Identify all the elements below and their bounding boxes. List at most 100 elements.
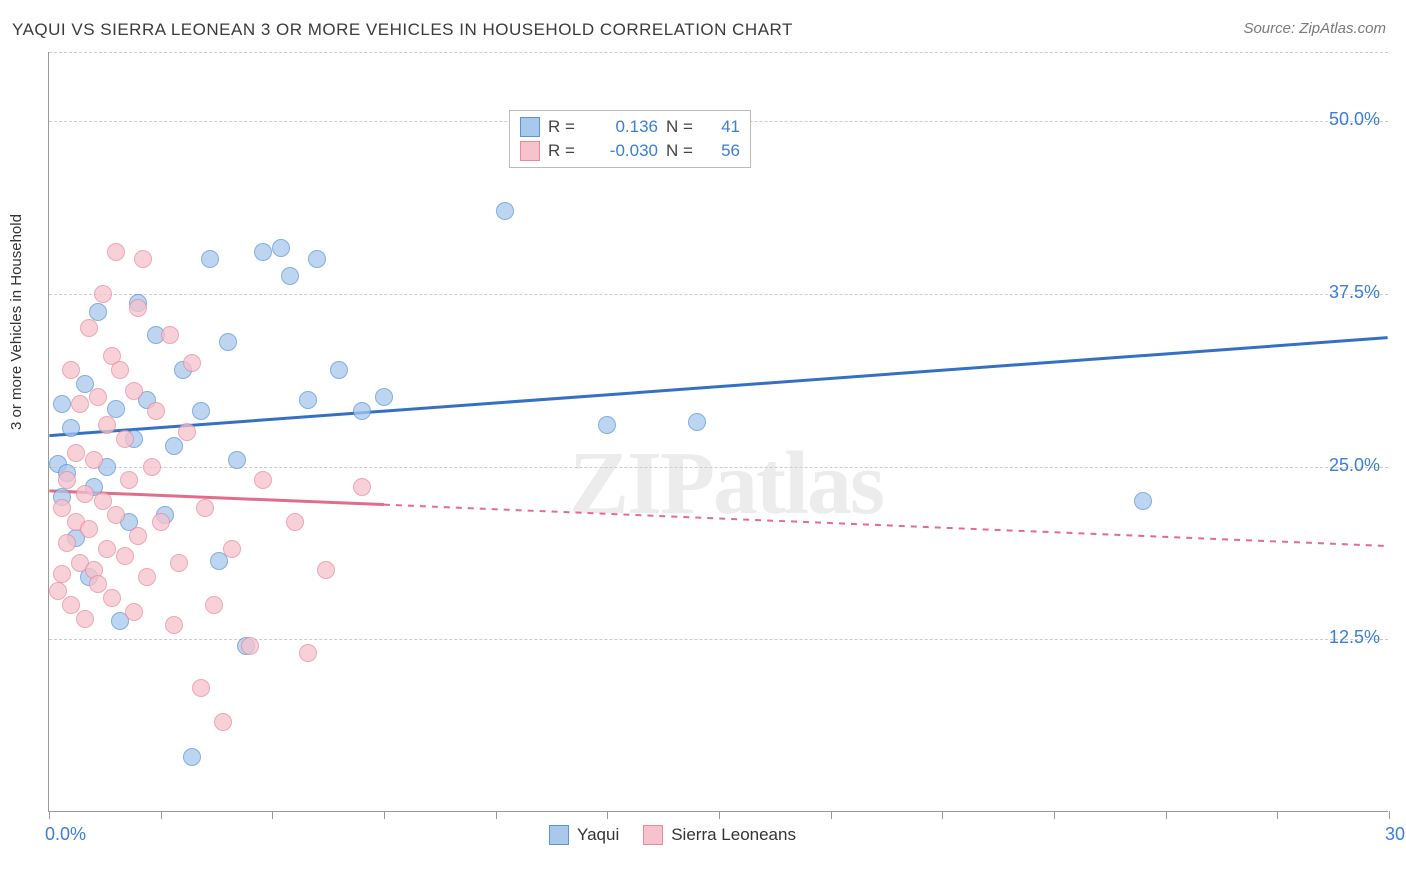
data-point-yaqui — [330, 361, 348, 379]
data-point-sierra — [161, 326, 179, 344]
r-value-yaqui: 0.136 — [586, 117, 658, 137]
y-tick-label: 37.5% — [1329, 282, 1380, 303]
x-tick — [272, 811, 273, 819]
y-axis-label: 3 or more Vehicles in Household — [8, 214, 25, 430]
data-point-sierra — [103, 589, 121, 607]
data-point-yaqui — [375, 388, 393, 406]
data-point-sierra — [53, 565, 71, 583]
data-point-yaqui — [192, 402, 210, 420]
x-tick — [1277, 811, 1278, 819]
chart-title: YAQUI VS SIERRA LEONEAN 3 OR MORE VEHICL… — [12, 20, 793, 40]
y-tick-label: 12.5% — [1329, 627, 1380, 648]
data-point-sierra — [205, 596, 223, 614]
data-point-sierra — [62, 361, 80, 379]
data-point-yaqui — [53, 395, 71, 413]
x-tick — [607, 811, 608, 819]
data-point-sierra — [353, 478, 371, 496]
data-point-sierra — [170, 554, 188, 572]
x-tick — [831, 811, 832, 819]
data-point-sierra — [98, 416, 116, 434]
data-point-yaqui — [89, 303, 107, 321]
data-point-sierra — [165, 616, 183, 634]
data-point-sierra — [125, 603, 143, 621]
data-point-sierra — [111, 361, 129, 379]
data-point-sierra — [152, 513, 170, 531]
x-tick — [496, 811, 497, 819]
plot-area: ZIPatlas 12.5%25.0%37.5%50.0%0.0%30.0% R… — [48, 52, 1388, 812]
data-point-sierra — [138, 568, 156, 586]
data-point-sierra — [67, 444, 85, 462]
data-point-sierra — [241, 637, 259, 655]
legend-row-yaqui: R = 0.136 N = 41 — [520, 115, 740, 139]
data-point-sierra — [116, 430, 134, 448]
n-value-yaqui: 41 — [704, 117, 740, 137]
data-point-sierra — [120, 471, 138, 489]
swatch-sierra-icon — [643, 825, 663, 845]
data-point-yaqui — [62, 419, 80, 437]
r-label: R = — [548, 141, 578, 161]
data-point-sierra — [223, 540, 241, 558]
data-point-sierra — [85, 451, 103, 469]
gridline — [49, 467, 1388, 468]
data-point-yaqui — [308, 250, 326, 268]
legend-item-yaqui: Yaqui — [549, 825, 619, 845]
swatch-yaqui — [520, 117, 540, 137]
data-point-sierra — [286, 513, 304, 531]
data-point-yaqui — [353, 402, 371, 420]
data-point-sierra — [125, 382, 143, 400]
data-point-sierra — [317, 561, 335, 579]
data-point-yaqui — [299, 391, 317, 409]
data-point-sierra — [89, 388, 107, 406]
data-point-sierra — [192, 679, 210, 697]
x-tick — [1166, 811, 1167, 819]
y-tick-label: 50.0% — [1329, 109, 1380, 130]
data-point-yaqui — [254, 243, 272, 261]
data-point-sierra — [129, 527, 147, 545]
data-point-sierra — [76, 485, 94, 503]
trend-line-dashed — [384, 505, 1388, 546]
y-tick-label: 25.0% — [1329, 455, 1380, 476]
series-legend: Yaqui Sierra Leoneans — [549, 825, 796, 845]
data-point-sierra — [116, 547, 134, 565]
data-point-sierra — [94, 285, 112, 303]
data-point-sierra — [254, 471, 272, 489]
x-tick — [384, 811, 385, 819]
data-point-sierra — [183, 354, 201, 372]
data-point-sierra — [299, 644, 317, 662]
data-point-sierra — [71, 395, 89, 413]
n-label: N = — [666, 117, 696, 137]
data-point-yaqui — [201, 250, 219, 268]
n-label: N = — [666, 141, 696, 161]
data-point-sierra — [196, 499, 214, 517]
data-point-sierra — [129, 299, 147, 317]
data-point-sierra — [58, 534, 76, 552]
data-point-sierra — [107, 243, 125, 261]
data-point-sierra — [80, 520, 98, 538]
data-point-sierra — [107, 506, 125, 524]
swatch-yaqui-icon — [549, 825, 569, 845]
data-point-yaqui — [183, 748, 201, 766]
data-point-yaqui — [165, 437, 183, 455]
x-tick — [719, 811, 720, 819]
data-point-sierra — [178, 423, 196, 441]
data-point-sierra — [214, 713, 232, 731]
trend-line-solid — [49, 338, 1387, 436]
legend-label-sierra: Sierra Leoneans — [671, 825, 796, 845]
x-tick-label: 30.0% — [1385, 824, 1406, 845]
data-point-sierra — [147, 402, 165, 420]
swatch-sierra — [520, 141, 540, 161]
data-point-sierra — [98, 540, 116, 558]
data-point-sierra — [76, 610, 94, 628]
data-point-sierra — [58, 471, 76, 489]
x-tick — [1389, 811, 1390, 819]
data-point-sierra — [80, 319, 98, 337]
gridline — [49, 294, 1388, 295]
legend-row-sierra: R = -0.030 N = 56 — [520, 139, 740, 163]
correlation-legend: R = 0.136 N = 41 R = -0.030 N = 56 — [509, 110, 751, 168]
data-point-sierra — [143, 458, 161, 476]
x-tick-label: 0.0% — [45, 824, 86, 845]
data-point-yaqui — [281, 267, 299, 285]
r-label: R = — [548, 117, 578, 137]
x-tick — [942, 811, 943, 819]
legend-label-yaqui: Yaqui — [577, 825, 619, 845]
